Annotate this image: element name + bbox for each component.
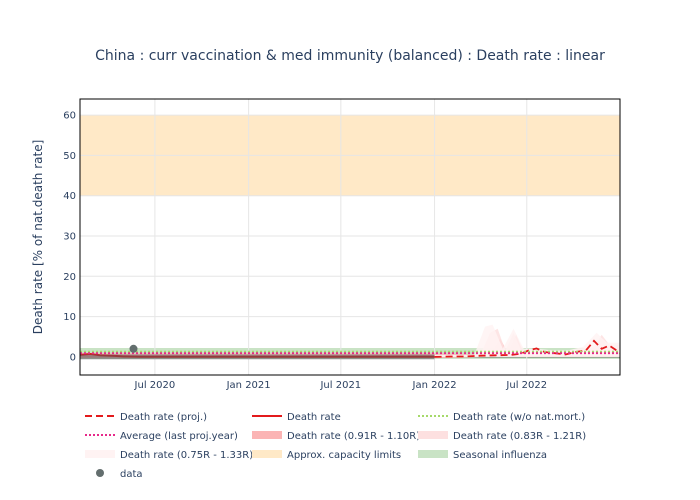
legend-swatch xyxy=(418,450,448,458)
legend-item: Death rate (w/o nat.mort.) xyxy=(418,412,585,423)
plot-frame xyxy=(79,98,621,376)
y-tick-label: 40 xyxy=(63,191,76,202)
legend-label: Seasonal influenza xyxy=(453,450,547,461)
legend-item: Approx. capacity limits xyxy=(252,450,401,461)
legend-item: Death rate (0.83R - 1.21R) xyxy=(418,431,586,442)
chart-title: China : curr vaccination & med immunity … xyxy=(95,48,605,64)
legend-label: Average (last proj.year) xyxy=(120,431,238,442)
legend-swatch xyxy=(252,431,282,439)
band-series-death-rate-0-75r-1-33r- xyxy=(434,324,620,357)
legend-item: Average (last proj.year) xyxy=(85,431,238,442)
series-group xyxy=(80,324,620,360)
x-tick-label: Jul 2022 xyxy=(505,380,547,391)
legend-label: Death rate (0.91R - 1.10R) xyxy=(287,431,420,442)
legend-item: Seasonal influenza xyxy=(418,450,547,461)
data-point xyxy=(129,344,138,353)
legend-label: Death rate xyxy=(287,412,341,423)
y-tick-label: 10 xyxy=(63,312,76,323)
legend: Death rate (proj.) Death rate Death rate (… xyxy=(85,412,586,480)
x-tick-label: Jul 2020 xyxy=(134,380,176,391)
legend-item: data xyxy=(96,469,143,480)
y-axis-label: Death rate [% of nat.death rate] xyxy=(31,140,45,335)
legend-item: Death rate xyxy=(252,412,341,423)
x-tick-label: Jan 2022 xyxy=(412,380,457,391)
line-series-death-rate-proj- xyxy=(434,339,620,358)
y-tick-label: 20 xyxy=(63,272,76,283)
legend-swatch xyxy=(418,431,448,439)
legend-swatch xyxy=(252,450,282,458)
legend-marker xyxy=(96,469,104,477)
legend-label: Death rate (w/o nat.mort.) xyxy=(453,412,585,423)
x-tick-label: Jul 2021 xyxy=(319,380,361,391)
legend-label: Approx. capacity limits xyxy=(287,450,401,461)
observed-data-bar xyxy=(80,354,435,360)
legend-swatch xyxy=(85,450,115,458)
plot-area: 0 10 20 30 40 50 60 Jul 2020 Jan 2021 Jul 2021 Jan… xyxy=(63,98,621,391)
legend-label: Death rate (proj.) xyxy=(120,412,207,423)
legend-label: Death rate (0.83R - 1.21R) xyxy=(453,431,586,442)
y-tick-label: 60 xyxy=(63,111,76,122)
y-tick-label: 30 xyxy=(63,231,76,242)
legend-item: Death rate (proj.) xyxy=(85,412,207,423)
y-tick-label: 0 xyxy=(70,352,76,363)
legend-label: data xyxy=(120,469,143,480)
y-tick-label: 50 xyxy=(63,151,76,162)
x-tick-label: Jan 2021 xyxy=(226,380,271,391)
legend-item: Death rate (0.91R - 1.10R) xyxy=(252,431,420,442)
legend-label: Death rate (0.75R - 1.33R) xyxy=(120,450,253,461)
legend-item: Death rate (0.75R - 1.33R) xyxy=(85,450,253,461)
